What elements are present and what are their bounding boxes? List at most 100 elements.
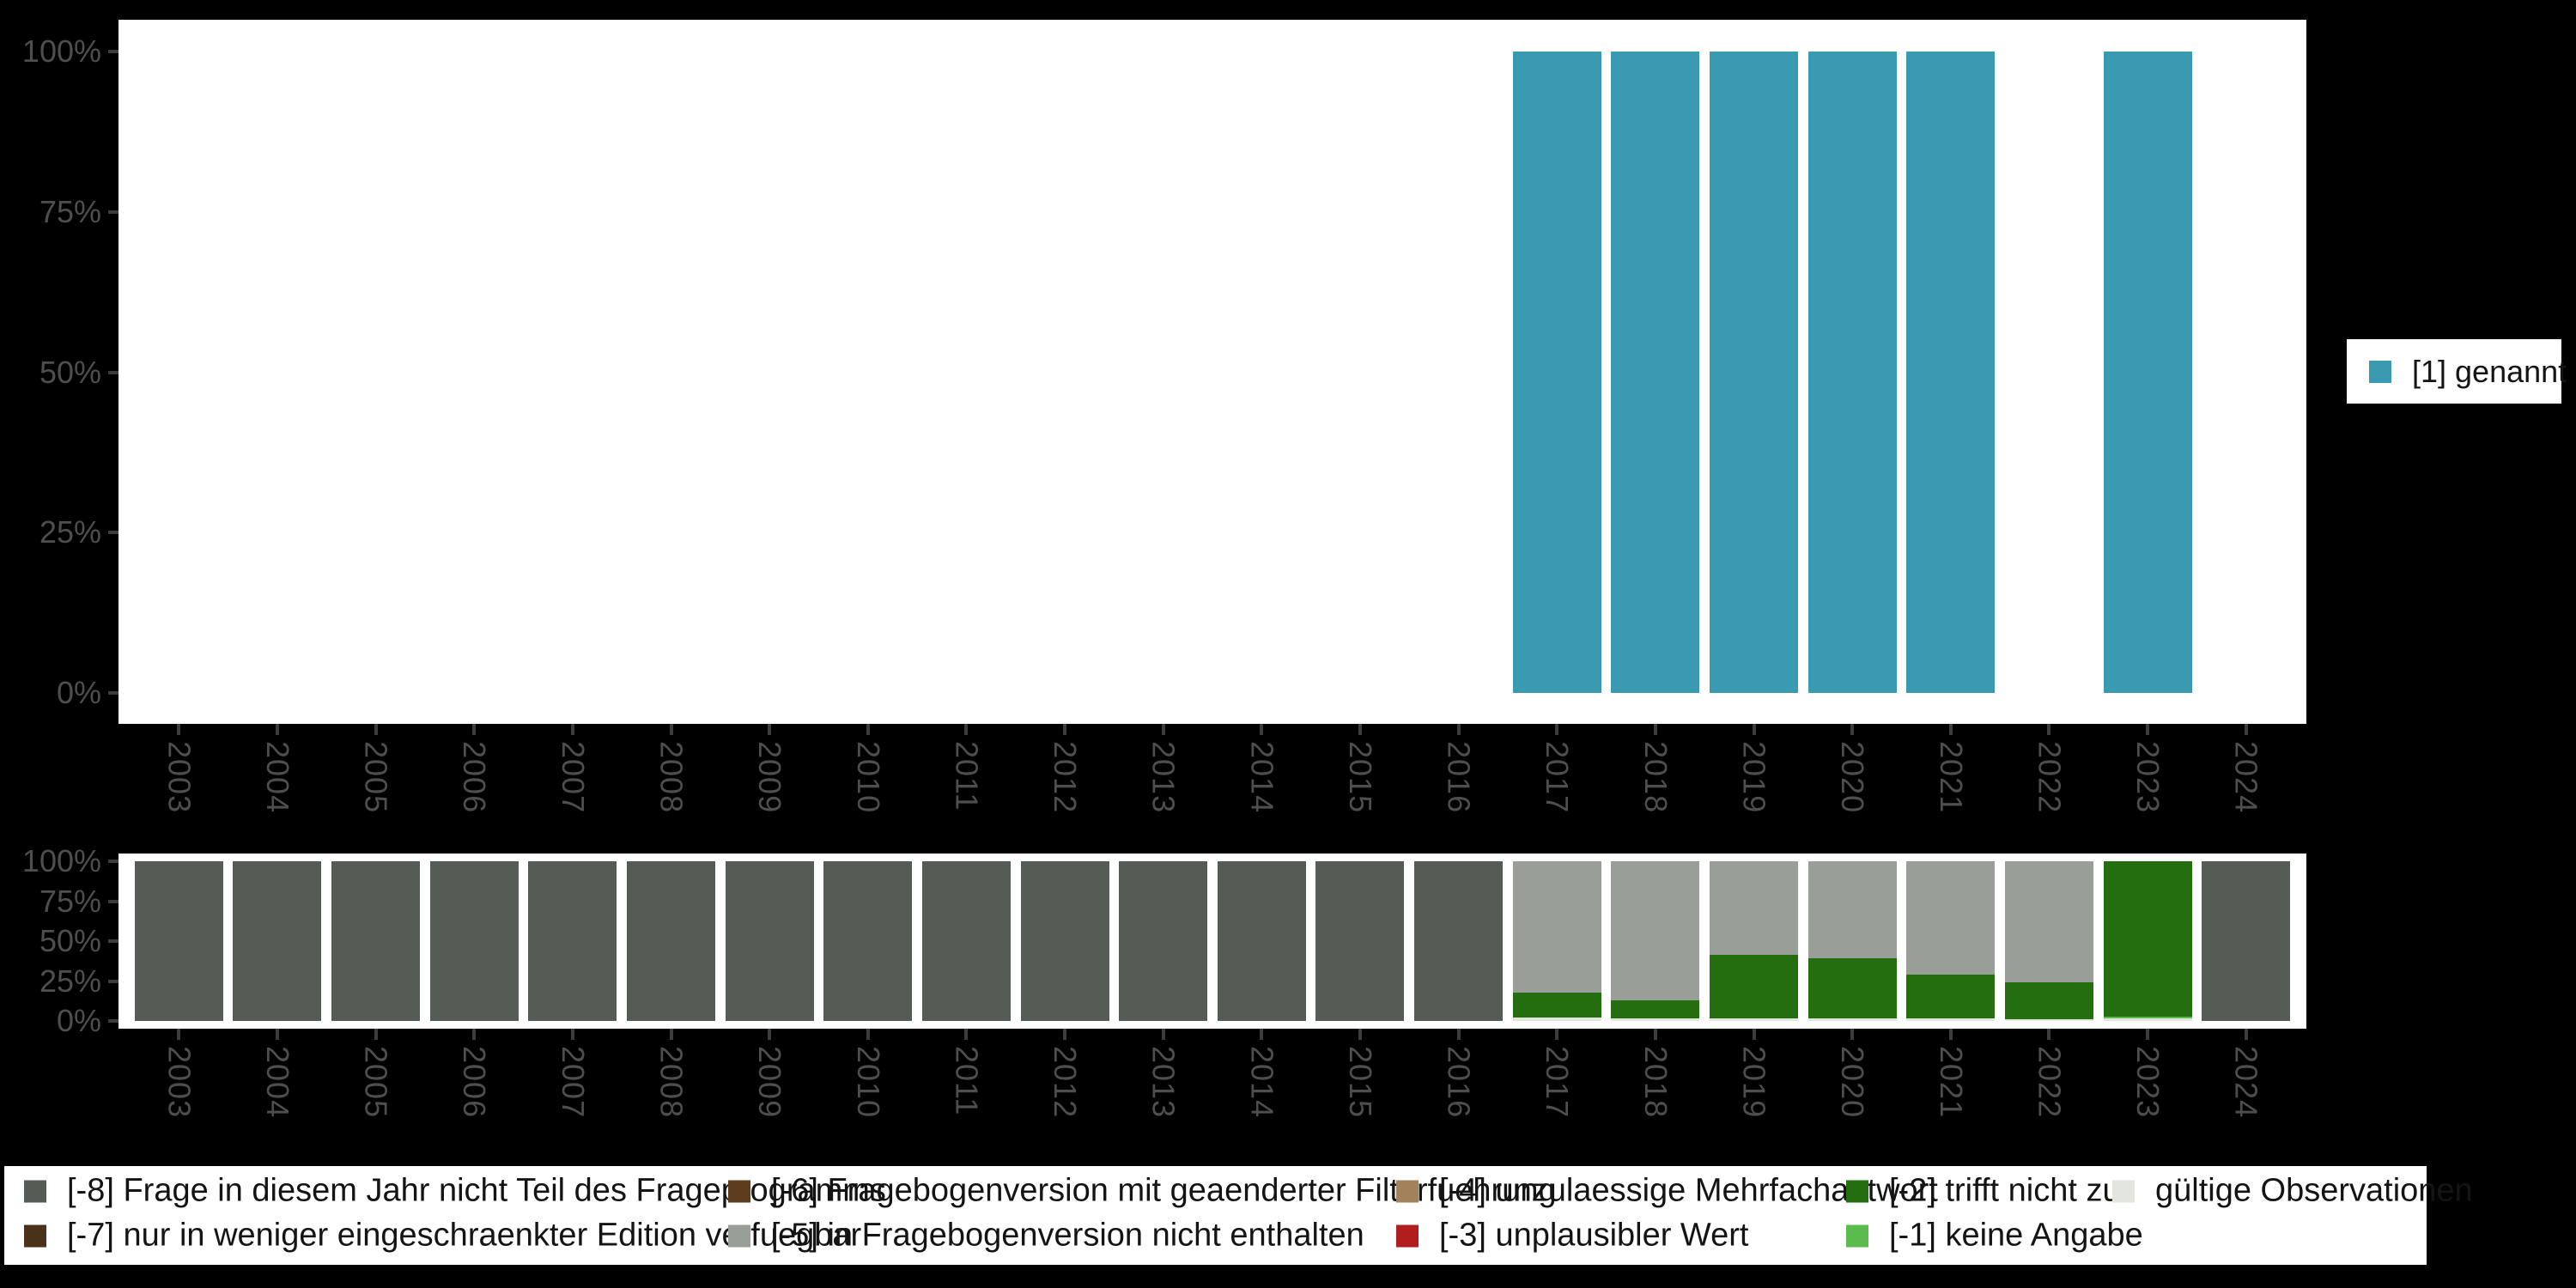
x-tick-mark: [1850, 724, 1855, 735]
legend-item: [-1] keine Angabe: [1846, 1218, 2143, 1255]
x-tick-label: 2004: [259, 741, 295, 814]
x-tick-mark: [275, 724, 279, 735]
y-tick-mark: [108, 899, 118, 903]
legend-swatch: [1846, 1180, 1868, 1202]
x-tick-label: 2023: [2130, 741, 2166, 814]
x-tick-mark: [2244, 724, 2248, 735]
legend-swatch: [24, 1224, 46, 1247]
x-tick-mark: [1063, 1029, 1067, 1040]
y-tick-label: 0%: [56, 675, 101, 710]
bar-2021: [1906, 52, 1996, 693]
x-tick-label: 2017: [1540, 741, 1576, 814]
legend-item: gültige Observationen: [2112, 1173, 2473, 1210]
legend-item-label: gültige Observationen: [2155, 1172, 2473, 1209]
y-tick-mark: [108, 210, 118, 214]
x-tick-label: 2010: [850, 1046, 886, 1119]
bar-2023: [2103, 52, 2192, 693]
stacked-bar-segment-2023: [2103, 861, 2192, 1018]
x-tick-label: 2003: [161, 741, 197, 814]
stacked-bar-segment-2019: [1710, 1018, 1798, 1021]
stacked-bar-segment-2021: [1906, 975, 1996, 1019]
x-tick-mark: [275, 1029, 279, 1040]
x-tick-label: 2014: [1244, 1046, 1280, 1119]
x-tick-mark: [472, 1029, 477, 1040]
x-tick-label: 2008: [653, 741, 690, 814]
legend-swatch: [728, 1224, 750, 1247]
x-tick-label: 2024: [2228, 1046, 2264, 1119]
stacked-bar-segment-2004: [233, 861, 322, 1021]
x-tick-label: 2006: [457, 1046, 493, 1119]
x-tick-label: 2004: [259, 1046, 295, 1119]
y-tick-label: 75%: [39, 883, 101, 919]
x-tick-mark: [1752, 724, 1756, 735]
stacked-bar-segment-2005: [331, 861, 421, 1021]
y-tick-label: 25%: [39, 514, 101, 550]
stacked-bar-segment-2017: [1512, 1018, 1601, 1021]
stacked-bar-segment-2021: [1906, 1018, 1996, 1021]
stacked-bar-segment-2022: [2004, 861, 2093, 983]
legend-item: [-3] unplausibler Wert: [1396, 1218, 1748, 1255]
stacked-bar-segment-2018: [1611, 861, 1700, 1000]
stacked-bar-segment-2020: [1807, 958, 1897, 1019]
y-tick-mark: [108, 979, 118, 983]
x-tick-label: 2018: [1637, 1046, 1674, 1119]
stacked-bar-segment-2007: [528, 861, 617, 1021]
x-tick-mark: [1260, 724, 1264, 735]
x-tick-label: 2023: [2130, 1046, 2166, 1119]
legend-item: [-6] Fragebogenversion mit geaenderter F…: [728, 1173, 1557, 1210]
x-tick-mark: [669, 1029, 673, 1040]
x-tick-label: 2012: [1048, 741, 1084, 814]
x-tick-label: 2003: [161, 1046, 197, 1119]
stacked-bar-segment-2022: [2004, 982, 2093, 1020]
stacked-bar-segment-2018: [1611, 1018, 1700, 1021]
x-tick-mark: [768, 1029, 772, 1040]
x-tick-mark: [570, 724, 574, 735]
stacked-bar-segment-2003: [134, 861, 223, 1021]
stacked-bar-segment-2015: [1315, 861, 1405, 1021]
y-tick-label: 100%: [21, 843, 101, 878]
x-tick-label: 2015: [1342, 1046, 1378, 1119]
bar-2019: [1710, 52, 1798, 693]
y-tick-mark: [108, 370, 118, 374]
legend-item-label: [-6] Fragebogenversion mit geaenderter F…: [771, 1172, 1557, 1209]
x-tick-mark: [2244, 1029, 2248, 1040]
x-tick-mark: [1555, 724, 1559, 735]
stacked-bar-segment-2022: [2004, 1019, 2093, 1021]
x-tick-label: 2015: [1342, 741, 1378, 814]
bar-2020: [1807, 52, 1897, 693]
x-tick-mark: [2047, 724, 2051, 735]
stacked-bar-segment-2008: [627, 861, 715, 1021]
x-tick-label: 2013: [1145, 1046, 1182, 1119]
legend-item-label: [-1] keine Angabe: [1889, 1217, 2143, 1254]
x-tick-mark: [1456, 1029, 1461, 1040]
x-tick-label: 2018: [1637, 741, 1674, 814]
legend-item-label: [-5] in Fragebogenversion nicht enthalte…: [771, 1217, 1364, 1254]
x-tick-mark: [374, 1029, 378, 1040]
stacked-bar-segment-2012: [1020, 861, 1109, 1021]
y-tick-mark: [108, 1019, 118, 1023]
legend-swatch-genannt: [2369, 360, 2391, 383]
x-tick-mark: [1653, 724, 1657, 735]
stacked-bar-segment-2023: [2103, 1017, 2192, 1019]
y-tick-mark: [108, 939, 118, 943]
y-tick-mark: [108, 691, 118, 695]
top-legend: [1] genannt: [2347, 339, 2567, 404]
x-tick-mark: [2146, 1029, 2150, 1040]
legend-item: [-2] trifft nicht zu: [1846, 1173, 2121, 1210]
x-tick-label: 2019: [1736, 741, 1772, 814]
x-tick-mark: [177, 1029, 181, 1040]
x-tick-label: 2024: [2228, 741, 2264, 814]
x-tick-label: 2005: [358, 741, 394, 814]
stacked-bar-segment-2024: [2202, 861, 2291, 1021]
x-tick-mark: [2047, 1029, 2051, 1040]
stacked-bar-segment-2020: [1807, 861, 1897, 959]
legend-swatch: [1846, 1224, 1868, 1247]
x-tick-label: 2013: [1145, 741, 1182, 814]
x-tick-label: 2014: [1244, 741, 1280, 814]
stacked-bar-segment-2019: [1710, 954, 1798, 1019]
bottom-legend: [-8] Frage in diesem Jahr nicht Teil des…: [4, 1166, 2473, 1265]
legend-swatch: [728, 1180, 750, 1202]
stacked-bar-segment-2010: [823, 861, 913, 1021]
x-tick-label: 2021: [1933, 1046, 1969, 1119]
stacked-bar-segment-2009: [725, 861, 814, 1021]
